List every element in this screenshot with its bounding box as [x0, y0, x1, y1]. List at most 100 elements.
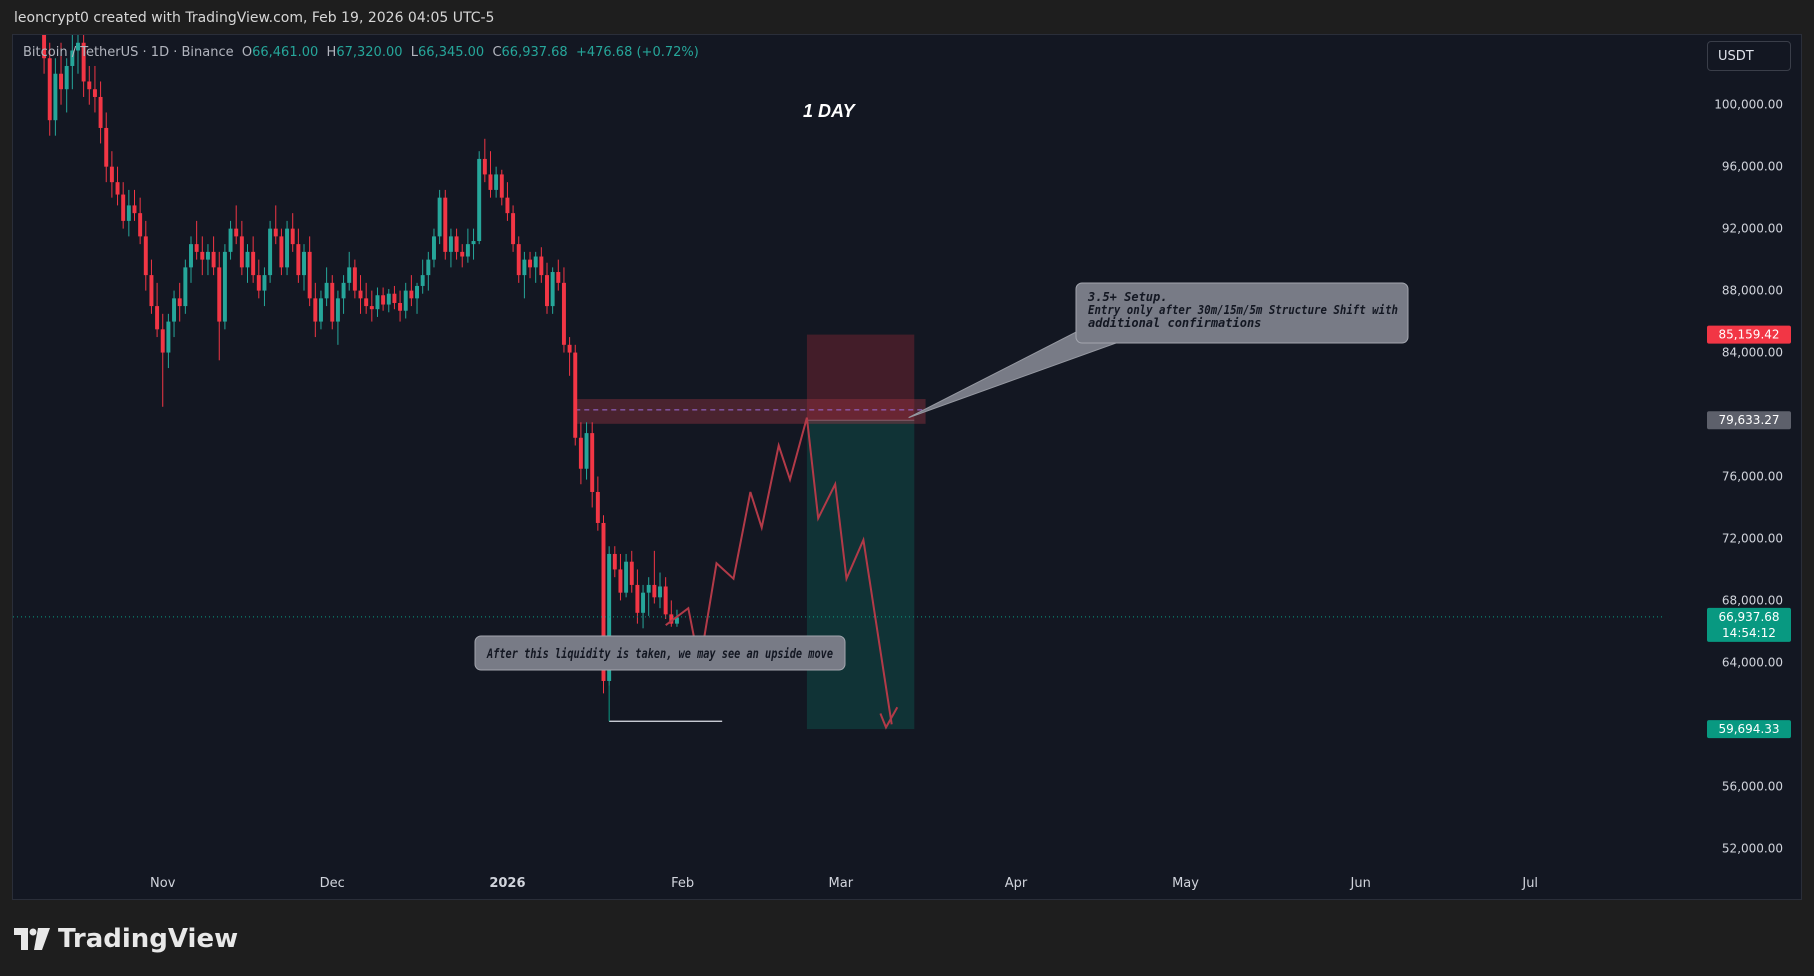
candle — [109, 151, 114, 198]
brand-name: TradingView — [58, 924, 239, 954]
candle-body — [262, 275, 267, 291]
candle-body — [658, 586, 662, 598]
candle-body — [369, 306, 374, 310]
candle — [313, 282, 318, 338]
y-tick-label: 68,000.00 — [1722, 593, 1783, 607]
callouts: After this liquidity is taken, we may se… — [474, 282, 1409, 671]
y-tick-label: 88,000.00 — [1722, 284, 1783, 298]
candle-body — [228, 228, 233, 252]
callout-text-line: 3.5+ Setup. — [1087, 290, 1167, 304]
candle-body — [465, 244, 470, 257]
high-value: 67,320.00 — [336, 45, 403, 60]
candle-body — [341, 282, 346, 299]
candle-body — [415, 285, 420, 299]
candle-body — [635, 584, 640, 613]
candle — [612, 546, 617, 578]
open-label: O — [241, 45, 253, 60]
candle — [454, 228, 459, 260]
candle-body — [189, 244, 193, 268]
candle — [318, 290, 323, 330]
candle — [477, 151, 482, 245]
candle — [550, 267, 555, 314]
candle-body — [76, 42, 80, 51]
chart-caption: leoncrypt0 created with TradingView.com,… — [14, 10, 495, 26]
candle — [658, 572, 662, 609]
candle-body — [477, 158, 482, 242]
callout-text-line: additional confirmations — [1088, 316, 1261, 330]
candle — [392, 285, 397, 310]
tradingview-logo[interactable]: TradingView — [14, 924, 238, 954]
candle-body — [499, 174, 504, 198]
candle-body — [392, 293, 397, 303]
candle-body — [578, 437, 583, 469]
candle — [471, 228, 476, 260]
candle-body — [601, 522, 606, 681]
candle — [228, 220, 233, 260]
candle-body — [556, 272, 561, 283]
x-tick-label: Feb — [671, 876, 694, 891]
y-tick-label: 96,000.00 — [1722, 160, 1783, 174]
candle — [482, 138, 487, 183]
candle — [403, 282, 408, 319]
candle — [618, 553, 623, 601]
candle — [160, 313, 165, 407]
candle-body — [663, 586, 668, 615]
candle-body — [81, 42, 86, 82]
candle-body — [454, 236, 459, 252]
candle — [381, 287, 386, 311]
symbol-name[interactable]: Bitcoin / TetherUS · 1D · Binance — [23, 45, 234, 60]
currency-button[interactable]: USDT — [1707, 41, 1791, 71]
candle — [488, 151, 493, 198]
candle — [324, 267, 329, 307]
candle-body — [121, 194, 126, 221]
position-zones — [575, 334, 926, 730]
candle — [369, 290, 374, 322]
candle — [567, 337, 572, 376]
candle — [239, 220, 244, 276]
candle-body — [194, 244, 199, 252]
candle — [47, 42, 52, 136]
candle — [104, 112, 109, 183]
candle-body — [160, 329, 165, 353]
candle-body — [87, 81, 92, 90]
chart-frame[interactable]: X After this liquidity is taken, we may … — [12, 34, 1802, 900]
candle-body — [624, 561, 629, 593]
callout-text-line: Entry only after 30m/15m/5m Structure Sh… — [1088, 303, 1398, 317]
candle — [268, 220, 273, 283]
candle-body — [138, 213, 143, 237]
candle — [211, 236, 216, 276]
candle-body — [256, 275, 261, 291]
candle-body — [302, 251, 306, 276]
candle — [87, 65, 92, 105]
candle — [431, 228, 436, 268]
candle — [352, 259, 357, 299]
candle-body — [126, 205, 131, 221]
candle — [494, 166, 499, 198]
candle — [166, 313, 171, 369]
candle-body — [205, 251, 210, 260]
candle-body — [443, 197, 448, 252]
candle-body — [420, 275, 425, 286]
candle — [92, 65, 97, 113]
x-tick-label: Jul — [1521, 876, 1538, 891]
candle — [177, 282, 182, 322]
y-tick-label: 100,000.00 — [1714, 98, 1783, 112]
candle — [539, 247, 544, 283]
candle — [674, 609, 679, 627]
candle-body — [183, 267, 188, 307]
candle-body — [104, 127, 109, 167]
candle-body — [335, 298, 340, 322]
price-chart[interactable]: X After this liquidity is taken, we may … — [13, 35, 1801, 899]
price-label-text: 59,694.33 — [1718, 722, 1779, 736]
candle-body — [217, 267, 222, 322]
x-tick-label: May — [1172, 876, 1199, 891]
candle-body — [612, 553, 617, 570]
projection-path — [665, 417, 899, 730]
candle-body — [545, 275, 549, 307]
candle-body — [177, 298, 182, 307]
candle — [126, 189, 131, 237]
low-value: 66,345.00 — [418, 45, 485, 60]
candle — [335, 290, 340, 345]
candle-body — [573, 352, 578, 438]
candle-body — [437, 197, 442, 237]
